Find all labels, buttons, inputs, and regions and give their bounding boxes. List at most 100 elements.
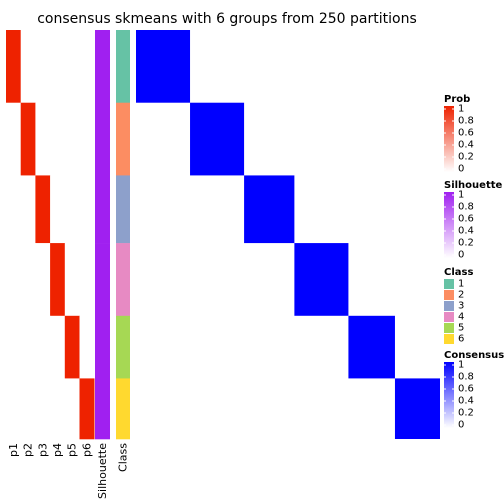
prob-cell-class4-p4	[50, 243, 66, 317]
legend-tick-prob: 0.6	[458, 128, 474, 139]
legend-label-class-6: 6	[458, 334, 464, 345]
prob-cell-class2-p3	[35, 102, 51, 176]
silhouette-cell-class6	[95, 378, 110, 440]
prob-cell-class6-p2	[20, 378, 36, 440]
column-label-p1: p1	[7, 443, 20, 457]
legend-tick-consensus: 0.6	[458, 384, 474, 395]
legend-tick-prob: 0.8	[458, 116, 474, 127]
prob-cell-class1-p4	[50, 30, 66, 104]
legend-swatch-class-1	[444, 279, 454, 289]
prob-cell-class3-p4	[50, 175, 66, 244]
silhouette-cell-class1	[95, 30, 110, 104]
prob-cell-class1-p3	[35, 30, 51, 104]
column-label-p6: p6	[80, 443, 93, 457]
legend-gradient-consensus	[444, 362, 454, 428]
consensus-block-5	[348, 315, 395, 379]
legend-tick-silhouette: 0.8	[458, 202, 474, 213]
legend-gradient-prob	[444, 106, 454, 172]
legend-tick-prob: 1	[458, 104, 464, 115]
column-label-p3: p3	[36, 443, 49, 457]
legend-tick-prob: 0.4	[458, 140, 474, 151]
prob-cell-class4-p3	[35, 243, 51, 317]
legend-label-class-3: 3	[458, 301, 464, 312]
legend-tick-consensus: 0.4	[458, 396, 474, 407]
class-cell-1	[116, 30, 130, 104]
legend-label-class-5: 5	[458, 323, 464, 334]
consensus-block-3	[244, 175, 295, 244]
legend-swatch-class-5	[444, 323, 454, 333]
chart-title: consensus skmeans with 6 groups from 250…	[37, 11, 417, 27]
legend-tick-consensus: 0.2	[458, 408, 474, 419]
legend-tick-consensus: 1	[458, 360, 464, 371]
prob-cell-class4-p6	[79, 243, 95, 317]
prob-cell-class5-p3	[35, 315, 51, 379]
legend-title-silhouette: Silhouette	[444, 180, 503, 191]
prob-cell-class6-p1	[6, 378, 21, 440]
prob-cell-class1-p1	[6, 30, 21, 104]
legend-tick-silhouette: 1	[458, 190, 464, 201]
legend-title-class: Class	[444, 267, 473, 278]
silhouette-cell-class2	[95, 102, 110, 176]
legend-tick-silhouette: 0	[458, 250, 464, 261]
prob-cell-class5-p6	[79, 315, 95, 379]
legend-swatch-class-3	[444, 301, 454, 311]
prob-cell-class2-p4	[50, 102, 66, 176]
prob-cell-class5-p5	[64, 315, 80, 379]
legend-swatch-class-4	[444, 312, 454, 322]
legend-label-class-4: 4	[458, 312, 464, 323]
prob-cell-class1-p6	[79, 30, 95, 104]
prob-cell-class4-p1	[6, 243, 21, 317]
legend-tick-prob: 0.2	[458, 152, 474, 163]
legend-title-prob: Prob	[444, 94, 470, 105]
prob-cell-class3-p6	[79, 175, 95, 244]
prob-cell-class3-p1	[6, 175, 21, 244]
prob-cell-class4-p5	[64, 243, 80, 317]
legend-tick-consensus: 0	[458, 420, 464, 431]
legend-tick-silhouette: 0.6	[458, 214, 474, 225]
column-label-p2: p2	[22, 443, 35, 457]
legend-label-class-1: 1	[458, 279, 464, 290]
legend-tick-silhouette: 0.4	[458, 226, 474, 237]
prob-cell-class5-p1	[6, 315, 21, 379]
prob-cell-class2-p1	[6, 102, 21, 176]
column-label-p5: p5	[66, 443, 79, 457]
prob-cell-class1-p5	[64, 30, 80, 104]
silhouette-cell-class4	[95, 243, 110, 317]
consensus-block-6	[394, 378, 440, 439]
consensus-block-4	[294, 243, 349, 316]
legend-title-consensus: Consensus	[444, 350, 504, 361]
column-label-class: Class	[117, 443, 130, 472]
prob-cell-class6-p3	[35, 378, 51, 440]
class-cell-5	[116, 315, 130, 379]
prob-cell-class3-p5	[64, 175, 80, 244]
column-label-p4: p4	[51, 443, 64, 457]
class-cell-4	[116, 243, 130, 317]
prob-cell-class1-p2	[20, 30, 36, 104]
legend-tick-consensus: 0.8	[458, 372, 474, 383]
prob-cell-class4-p2	[20, 243, 36, 317]
prob-cell-class2-p5	[64, 102, 80, 176]
legend-gradient-silhouette	[444, 192, 454, 258]
prob-cell-class3-p3	[35, 175, 51, 244]
legend-swatch-class-6	[444, 334, 454, 344]
prob-cell-class6-p6	[79, 378, 95, 440]
silhouette-cell-class3	[95, 175, 110, 244]
legend-tick-silhouette: 0.2	[458, 238, 474, 249]
consensus-block-2	[190, 102, 245, 176]
prob-cell-class2-p2	[20, 102, 36, 176]
legend-tick-prob: 0	[458, 164, 464, 175]
prob-cell-class6-p4	[50, 378, 66, 440]
legend-swatch-class-2	[444, 290, 454, 300]
class-cell-6	[116, 378, 130, 440]
prob-cell-class5-p2	[20, 315, 36, 379]
prob-cell-class3-p2	[20, 175, 36, 244]
prob-cell-class2-p6	[79, 102, 95, 176]
prob-cell-class5-p4	[50, 315, 66, 379]
consensus-block-1	[136, 30, 191, 103]
class-cell-3	[116, 175, 130, 244]
class-cell-2	[116, 102, 130, 176]
silhouette-cell-class5	[95, 315, 110, 379]
legend-label-class-2: 2	[458, 290, 464, 301]
